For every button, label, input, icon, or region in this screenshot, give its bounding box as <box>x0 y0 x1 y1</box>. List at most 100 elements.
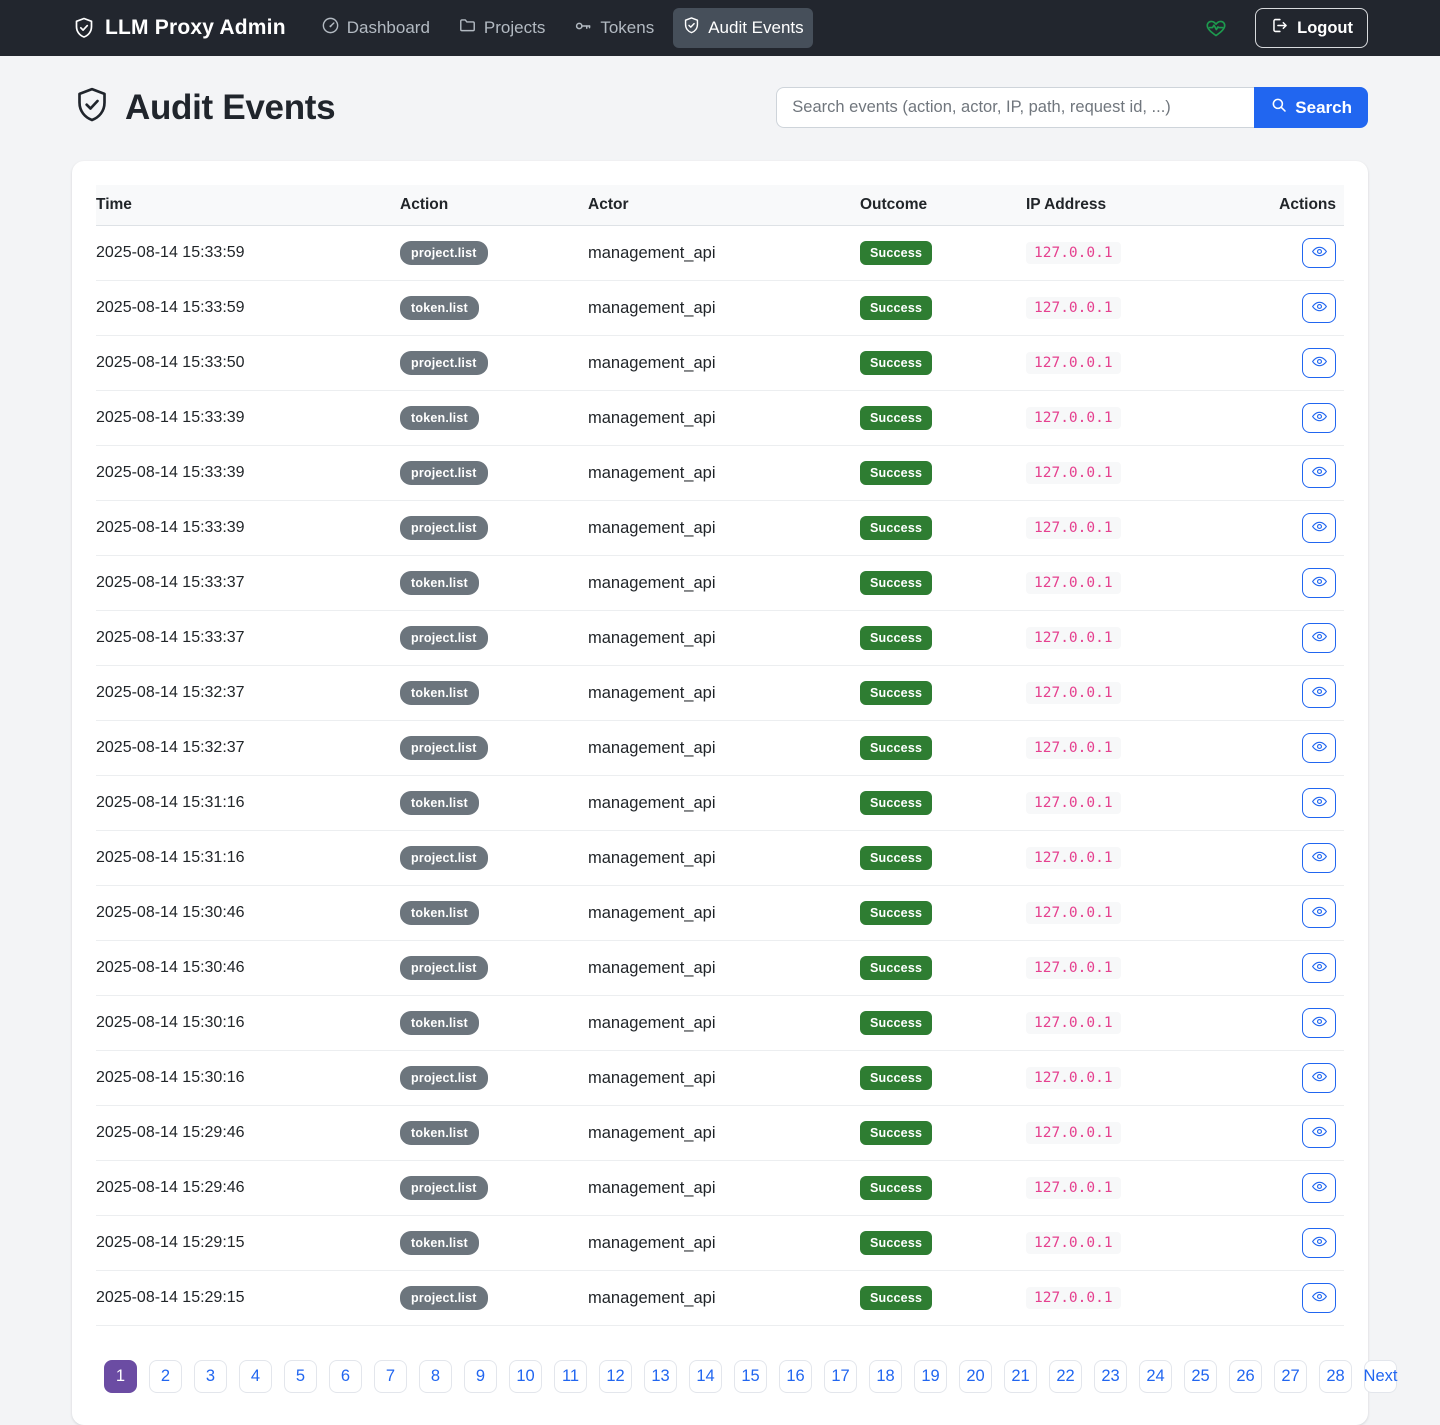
action-badge: token.list <box>400 296 479 320</box>
view-event-button[interactable] <box>1302 1173 1336 1203</box>
view-event-button[interactable] <box>1302 1063 1336 1093</box>
view-event-button[interactable] <box>1302 1228 1336 1258</box>
view-event-button[interactable] <box>1302 513 1336 543</box>
page-button-25[interactable]: 25 <box>1184 1360 1217 1393</box>
page-button-22[interactable]: 22 <box>1049 1360 1082 1393</box>
nav-label: Audit Events <box>708 18 803 38</box>
page-button-24[interactable]: 24 <box>1139 1360 1172 1393</box>
nav-item-tokens[interactable]: Tokens <box>564 8 663 49</box>
page-button-9[interactable]: 9 <box>464 1360 497 1393</box>
shield-check-icon <box>682 16 701 40</box>
action-badge: token.list <box>400 681 479 705</box>
eye-icon <box>1311 1290 1328 1306</box>
nav-item-projects[interactable]: Projects <box>449 8 554 48</box>
eye-icon <box>1311 355 1328 371</box>
pagination: 1234567891011121314151617181920212223242… <box>104 1360 1344 1393</box>
view-event-button[interactable] <box>1302 788 1336 818</box>
page-button-14[interactable]: 14 <box>689 1360 722 1393</box>
page-button-18[interactable]: 18 <box>869 1360 902 1393</box>
search-button[interactable]: Search <box>1254 87 1368 128</box>
folder-icon <box>458 16 477 40</box>
view-event-button[interactable] <box>1302 678 1336 708</box>
page-button-12[interactable]: 12 <box>599 1360 632 1393</box>
nav-item-audit-events[interactable]: Audit Events <box>673 8 812 48</box>
view-event-button[interactable] <box>1302 403 1336 433</box>
outcome-badge: Success <box>860 626 932 650</box>
page-button-13[interactable]: 13 <box>644 1360 677 1393</box>
table-row: 2025-08-14 15:32:37 project.list managem… <box>96 721 1344 776</box>
table-row: 2025-08-14 15:33:39 project.list managem… <box>96 501 1344 556</box>
ip-address: 127.0.0.1 <box>1026 517 1121 539</box>
event-time: 2025-08-14 15:30:46 <box>96 886 400 941</box>
eye-icon <box>1311 300 1328 316</box>
page-button-19[interactable]: 19 <box>914 1360 947 1393</box>
page-button-16[interactable]: 16 <box>779 1360 812 1393</box>
page-button-15[interactable]: 15 <box>734 1360 767 1393</box>
page-button-26[interactable]: 26 <box>1229 1360 1262 1393</box>
page-button-2[interactable]: 2 <box>149 1360 182 1393</box>
event-time: 2025-08-14 15:29:46 <box>96 1106 400 1161</box>
ip-address: 127.0.0.1 <box>1026 1232 1121 1254</box>
view-event-button[interactable] <box>1302 458 1336 488</box>
action-badge: project.list <box>400 956 488 980</box>
action-badge: project.list <box>400 241 488 265</box>
page-button-6[interactable]: 6 <box>329 1360 362 1393</box>
event-actor: management_api <box>588 281 860 336</box>
outcome-badge: Success <box>860 1121 932 1145</box>
eye-icon <box>1311 960 1328 976</box>
table-row: 2025-08-14 15:33:50 project.list managem… <box>96 336 1344 391</box>
page-button-1[interactable]: 1 <box>104 1360 137 1393</box>
search-icon <box>1270 96 1288 119</box>
logout-button[interactable]: Logout <box>1255 8 1368 48</box>
view-event-button[interactable] <box>1302 953 1336 983</box>
page-button-23[interactable]: 23 <box>1094 1360 1127 1393</box>
page-button-11[interactable]: 11 <box>554 1360 587 1393</box>
view-event-button[interactable] <box>1302 843 1336 873</box>
view-event-button[interactable] <box>1302 1118 1336 1148</box>
view-event-button[interactable] <box>1302 733 1336 763</box>
nav-item-dashboard[interactable]: Dashboard <box>312 8 439 48</box>
page-button-7[interactable]: 7 <box>374 1360 407 1393</box>
page-button-10[interactable]: 10 <box>509 1360 542 1393</box>
audit-events-card: Time Action Actor Outcome IP Address Act… <box>72 161 1368 1425</box>
next-page-button[interactable]: Next <box>1364 1360 1397 1393</box>
view-event-button[interactable] <box>1302 623 1336 653</box>
event-time: 2025-08-14 15:32:37 <box>96 721 400 776</box>
table-row: 2025-08-14 15:29:15 token.list managemen… <box>96 1216 1344 1271</box>
view-event-button[interactable] <box>1302 1283 1336 1313</box>
gauge-icon <box>321 16 340 40</box>
view-event-button[interactable] <box>1302 238 1336 268</box>
event-actor: management_api <box>588 996 860 1051</box>
ip-address: 127.0.0.1 <box>1026 1012 1121 1034</box>
view-event-button[interactable] <box>1302 568 1336 598</box>
page-button-27[interactable]: 27 <box>1274 1360 1307 1393</box>
eye-icon <box>1311 1015 1328 1031</box>
table-row: 2025-08-14 15:30:46 token.list managemen… <box>96 886 1344 941</box>
ip-address: 127.0.0.1 <box>1026 352 1121 374</box>
page-button-20[interactable]: 20 <box>959 1360 992 1393</box>
search-input[interactable] <box>776 87 1254 128</box>
action-badge: token.list <box>400 901 479 925</box>
page-button-4[interactable]: 4 <box>239 1360 272 1393</box>
view-event-button[interactable] <box>1302 898 1336 928</box>
view-event-button[interactable] <box>1302 293 1336 323</box>
table-row: 2025-08-14 15:33:59 project.list managem… <box>96 226 1344 281</box>
ip-address: 127.0.0.1 <box>1026 1177 1121 1199</box>
outcome-badge: Success <box>860 956 932 980</box>
eye-icon <box>1311 1070 1328 1086</box>
action-badge: token.list <box>400 1121 479 1145</box>
page-button-8[interactable]: 8 <box>419 1360 452 1393</box>
view-event-button[interactable] <box>1302 1008 1336 1038</box>
event-time: 2025-08-14 15:33:37 <box>96 611 400 666</box>
event-time: 2025-08-14 15:33:50 <box>96 336 400 391</box>
audit-table-body: 2025-08-14 15:33:59 project.list managem… <box>96 226 1344 1326</box>
page-button-28[interactable]: 28 <box>1319 1360 1352 1393</box>
page-button-5[interactable]: 5 <box>284 1360 317 1393</box>
view-event-button[interactable] <box>1302 348 1336 378</box>
column-header-actor: Actor <box>588 185 860 226</box>
event-time: 2025-08-14 15:31:16 <box>96 831 400 886</box>
page-button-3[interactable]: 3 <box>194 1360 227 1393</box>
page-button-21[interactable]: 21 <box>1004 1360 1037 1393</box>
outcome-badge: Success <box>860 516 932 540</box>
page-button-17[interactable]: 17 <box>824 1360 857 1393</box>
